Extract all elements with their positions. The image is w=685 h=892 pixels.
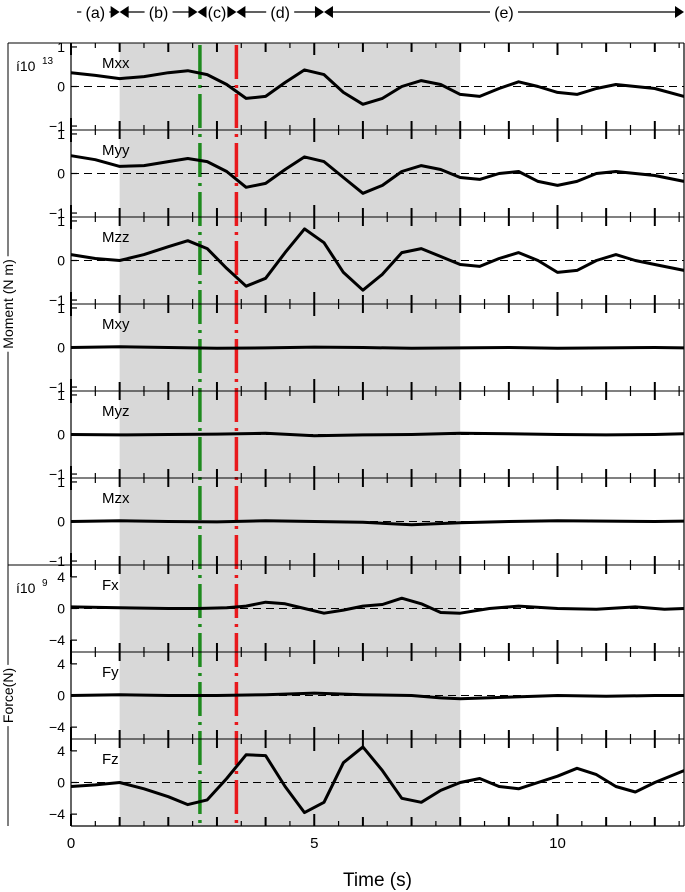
y-tick-label: −1 <box>49 205 65 221</box>
phase-arrow-left <box>197 6 207 18</box>
series-line-fy <box>70 691 684 701</box>
series-line-fz <box>70 745 685 815</box>
phase-label: (b) <box>149 5 169 22</box>
scale-factor: í10 <box>16 580 36 596</box>
y-tick-label: 4 <box>57 656 65 672</box>
phase-arrow-right <box>227 6 237 18</box>
panel-title: Myy <box>102 142 130 159</box>
scale-exponent: 13 <box>42 56 54 67</box>
series-line-fx <box>70 596 685 615</box>
phase-arrow-left <box>119 6 129 18</box>
y-tick-label: 4 <box>57 569 65 585</box>
series-line-mxx <box>70 68 685 106</box>
series-line-mzx <box>70 519 685 527</box>
panel-title: Fy <box>102 664 119 681</box>
series-line-mzz <box>70 227 685 292</box>
y-tick-label: −1 <box>49 379 65 395</box>
panel-mzx: 1 0 −1 Mzx <box>49 474 685 569</box>
y-tick-label: 1 <box>57 474 65 490</box>
panel-myz: 1 0 −1 Myz <box>49 387 685 482</box>
panel-title: Mxy <box>102 316 130 333</box>
y-tick-label: −1 <box>49 118 65 134</box>
x-tick-label: 10 <box>549 835 566 852</box>
x-tick-label: 0 <box>67 835 75 852</box>
y-tick-label: 1 <box>57 126 65 142</box>
y-tick-label: 0 <box>57 514 65 530</box>
y-tick-label: 0 <box>57 688 65 704</box>
series-line-myz <box>70 431 685 438</box>
phase-arrow-left <box>323 6 333 18</box>
x-tick-label: 5 <box>310 835 318 852</box>
panel-title: Fx <box>102 577 119 594</box>
y-tick-label: 1 <box>57 39 65 55</box>
series-line-mxy <box>70 345 685 350</box>
phase-arrow-right <box>314 6 324 18</box>
panel-title: Mzz <box>102 229 130 246</box>
x-axis: 0 5 10 Time (s) <box>67 835 566 891</box>
y-tick-label: 1 <box>57 300 65 316</box>
y-tick-label: −4 <box>49 632 65 648</box>
panel-title: Myz <box>102 403 130 420</box>
y-tick-label: −1 <box>49 553 65 569</box>
y-tick-label: 0 <box>57 166 65 182</box>
panel-mxy: 1 0 −1 Mxy <box>49 300 685 395</box>
y-tick-label: −4 <box>49 719 65 735</box>
phase-arrow-left <box>236 6 246 18</box>
panel-fz: 4 0 −4 Fz <box>49 738 685 826</box>
y-tick-label: −4 <box>49 806 65 822</box>
phase-label: (e) <box>494 5 514 22</box>
y-tick-label: 0 <box>57 79 65 95</box>
scale-factor: í10 <box>16 58 36 74</box>
series-line-myy <box>70 154 685 195</box>
panels-layer: 1 0 −1 Mxx 1 0 −1 Myy 1 0 −1 Mzz 1 0 −1 Mxy 1 0 −1 Myz 1 0 −1 M… <box>49 39 685 827</box>
phase-bar: (a) (b) (c) (d) (e) <box>77 5 684 22</box>
panel-fy: 4 0 −4 Fy <box>49 651 684 739</box>
y-tick-label: 0 <box>57 775 65 791</box>
y-tick-label: −1 <box>49 466 65 482</box>
phase-arrow-right <box>675 6 684 18</box>
group-ylabel: Moment (N m) <box>0 259 16 348</box>
group-labels: Moment (N m) í10 13 Force(N) í10 9 <box>0 42 71 826</box>
panel-mxx: 1 0 −1 Mxx <box>49 39 685 134</box>
y-tick-label: 1 <box>57 387 65 403</box>
phase-arrow-right <box>110 6 120 18</box>
y-tick-label: 0 <box>57 427 65 443</box>
panel-title: Mzx <box>102 490 130 507</box>
y-tick-label: −1 <box>49 292 65 308</box>
group-ylabel: Force(N) <box>0 668 16 723</box>
panel-title: Fz <box>102 751 119 768</box>
phase-label: (a) <box>86 5 106 22</box>
x-axis-label: Time (s) <box>343 870 412 891</box>
panel-title: Mxx <box>102 55 130 72</box>
group-ylabel-bg <box>0 256 16 352</box>
y-tick-label: 1 <box>57 213 65 229</box>
y-tick-label: 0 <box>57 253 65 269</box>
scale-exponent: 9 <box>42 578 48 589</box>
y-tick-label: 0 <box>57 601 65 617</box>
y-tick-label: 4 <box>57 743 65 759</box>
phase-arrow-right <box>188 6 198 18</box>
phase-label: (c) <box>208 5 227 22</box>
panel-myy: 1 0 −1 Myy <box>49 126 685 221</box>
phase-label: (d) <box>270 5 290 22</box>
y-tick-label: 0 <box>57 340 65 356</box>
group-ylabel-bg <box>0 664 16 727</box>
